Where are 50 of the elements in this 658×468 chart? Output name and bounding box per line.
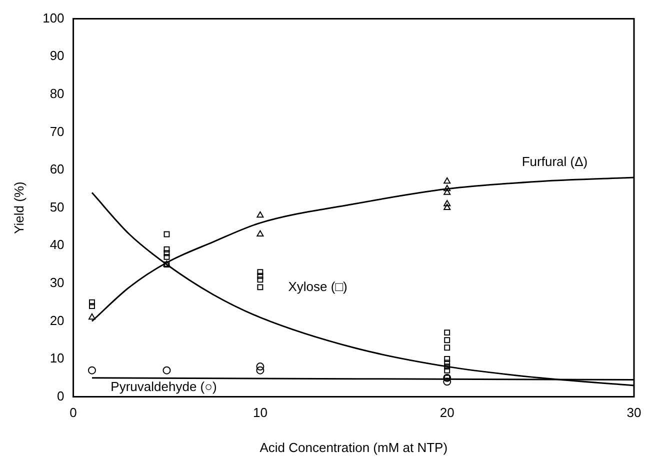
- point: [444, 200, 451, 206]
- point: [443, 378, 452, 386]
- point: [164, 231, 170, 238]
- point: [444, 344, 450, 351]
- x-tick-label: 30: [626, 405, 642, 420]
- x-tick-label: 20: [440, 405, 454, 420]
- point: [444, 364, 450, 370]
- y-tick-label: 60: [50, 162, 64, 177]
- y-tick-label: 10: [50, 350, 64, 366]
- point: [164, 246, 170, 252]
- text: Xylose (□): [288, 278, 348, 294]
- y-tick-label: 0: [57, 388, 64, 404]
- y-tick-label: 20: [50, 312, 64, 328]
- point: [256, 211, 264, 218]
- y-tick-label: 100: [42, 10, 64, 26]
- point: [257, 269, 264, 276]
- point: [89, 299, 95, 306]
- x-tick-label: 10: [252, 405, 268, 420]
- point: [444, 177, 451, 184]
- point: [256, 366, 264, 374]
- point: [164, 254, 170, 260]
- y-tick-label: 40: [50, 237, 64, 252]
- point: [257, 276, 264, 283]
- point: [444, 188, 451, 195]
- point: [256, 230, 264, 237]
- point: [444, 204, 451, 210]
- point: [444, 367, 450, 374]
- y-tick-label: 30: [50, 274, 64, 290]
- point: [444, 356, 450, 362]
- series-label: Pyruvaldehyde (○): [110, 379, 217, 394]
- y-tick-label: 90: [50, 48, 64, 64]
- y-tick-label: 70: [50, 124, 64, 139]
- y-axis-title: Yield (%): [11, 182, 26, 234]
- point: [88, 366, 96, 374]
- point: [256, 362, 264, 371]
- point: [164, 250, 170, 256]
- series-label: Furfural (Δ): [522, 154, 588, 170]
- point: [444, 184, 451, 192]
- point: [444, 360, 450, 366]
- point: [444, 330, 450, 336]
- y-tick-label: 50: [50, 199, 64, 214]
- x-tick-label: 0: [70, 405, 77, 420]
- point: [88, 313, 96, 320]
- point: [257, 272, 264, 279]
- point: [89, 303, 95, 310]
- point: [444, 337, 450, 344]
- point: [162, 366, 171, 374]
- point: [257, 284, 264, 290]
- x-axis-title: Acid Concentration (mM at NTP): [260, 440, 448, 455]
- y-tick-label: 80: [50, 86, 64, 101]
